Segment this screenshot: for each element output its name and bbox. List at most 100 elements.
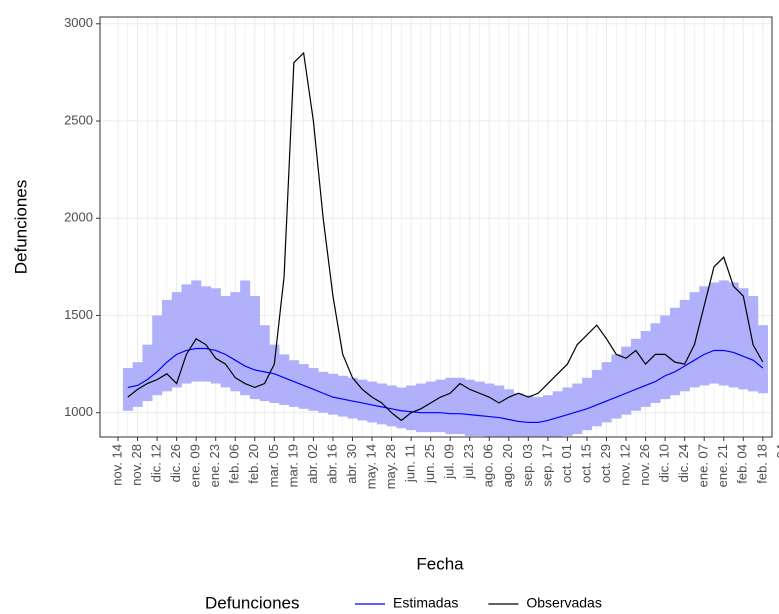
band-segment <box>152 315 163 396</box>
x-tick-label: dic. 12 <box>149 444 164 482</box>
x-tick-label: nov. 26 <box>637 444 652 486</box>
band-segment <box>699 286 710 386</box>
band-segment <box>621 346 632 415</box>
plot <box>100 17 772 437</box>
band-segment <box>542 395 554 437</box>
x-tick-label: oct. 15 <box>578 444 593 483</box>
x-tick-label: sep. 17 <box>539 444 554 487</box>
band-segment <box>689 292 700 388</box>
x-tick-label: jul. 09 <box>442 444 457 480</box>
band-segment <box>367 381 378 423</box>
x-tick-label: jul. 23 <box>461 444 476 480</box>
x-tick-label: ene. 21 <box>715 444 730 487</box>
band-segment <box>181 284 192 384</box>
band-segment <box>533 397 544 437</box>
band-segment <box>259 325 270 402</box>
band-segment <box>484 383 495 437</box>
x-tick-label: mar. 04 <box>774 444 779 487</box>
x-tick-label: mar. 05 <box>266 444 281 487</box>
band-segment <box>318 371 329 413</box>
band-segment <box>464 379 475 437</box>
band-segment <box>210 288 221 384</box>
y-tick-label: 3000 <box>64 15 93 30</box>
x-tick-label: may. 28 <box>383 444 398 489</box>
band-segment <box>435 379 446 433</box>
x-tick-label: nov. 28 <box>129 444 144 486</box>
band-segment <box>220 296 231 388</box>
band-segment <box>660 315 671 400</box>
x-tick-label: dic. 24 <box>676 444 691 482</box>
band-segment <box>650 323 661 403</box>
band-segment <box>572 383 583 435</box>
x-tick-label: dic. 26 <box>168 444 183 482</box>
band-segment <box>425 381 436 433</box>
x-tick-label: ene. 07 <box>696 444 711 487</box>
x-tick-label: abr. 30 <box>344 444 359 484</box>
y-tick-label: 1000 <box>64 404 93 419</box>
band-segment <box>161 299 173 392</box>
band-segment <box>591 369 602 427</box>
band-segment <box>670 307 681 396</box>
band-segment <box>230 292 241 392</box>
x-tick-label: ene. 23 <box>207 444 222 487</box>
band-segment <box>357 379 368 421</box>
legend-label: Observadas <box>526 595 601 611</box>
band-segment <box>406 385 417 431</box>
x-tick-label: may. 14 <box>363 444 378 489</box>
x-tick-label: feb. 20 <box>246 444 261 484</box>
x-tick-label: abr. 16 <box>324 444 339 484</box>
band-segment <box>728 282 739 388</box>
band-segment <box>757 325 769 394</box>
band-segment <box>494 385 505 437</box>
band-segment <box>396 387 407 429</box>
x-tick-label: dic. 10 <box>657 444 672 482</box>
x-tick-label: oct. 29 <box>598 444 613 483</box>
band-segment <box>328 373 339 415</box>
band-segment <box>630 338 641 411</box>
legend-title: Defunciones <box>205 593 300 612</box>
x-tick-label: ene. 09 <box>188 444 203 487</box>
band-segment <box>142 344 153 402</box>
x-tick-label: sep. 03 <box>520 444 535 487</box>
x-axis-title: Fecha <box>416 554 464 573</box>
x-tick-label: ago. 06 <box>481 444 496 487</box>
band-segment <box>679 299 690 392</box>
x-tick-label: jun. 25 <box>422 444 437 484</box>
band-segment <box>122 367 133 411</box>
band-segment <box>709 282 720 384</box>
x-tick-label: jun. 11 <box>403 444 418 483</box>
band-segment <box>279 354 290 405</box>
band-segment <box>445 377 456 435</box>
x-tick-label: abr. 02 <box>305 444 320 484</box>
y-tick-label: 1500 <box>64 307 93 322</box>
x-tick-label: mar. 19 <box>285 444 300 487</box>
x-tick-label: ago. 20 <box>500 444 515 487</box>
band-segment <box>718 280 729 386</box>
band-segment <box>201 286 212 382</box>
y-tick-label: 2500 <box>64 112 93 127</box>
band-segment <box>601 362 612 423</box>
band-segment <box>582 377 593 431</box>
band-segment <box>240 280 251 396</box>
band-segment <box>249 296 260 400</box>
y-tick-label: 2000 <box>64 210 93 225</box>
x-tick-label: nov. 14 <box>109 444 124 486</box>
band-segment <box>455 377 466 435</box>
x-tick-label: feb. 18 <box>754 444 769 484</box>
band-segment <box>562 387 573 437</box>
y-axis-title: Defunciones <box>11 180 30 275</box>
band-segment <box>738 288 749 390</box>
band-segment <box>552 391 563 437</box>
band-segment <box>474 381 485 437</box>
band-segment <box>288 360 300 407</box>
band-segment <box>640 331 651 407</box>
x-tick-label: oct. 01 <box>559 444 574 483</box>
panel-border <box>99 16 773 438</box>
band-segment <box>191 280 202 382</box>
band-segment <box>337 375 348 417</box>
band-segment <box>347 377 358 419</box>
band-segment <box>386 385 397 427</box>
band-segment <box>503 389 514 437</box>
band-segment <box>298 364 309 409</box>
